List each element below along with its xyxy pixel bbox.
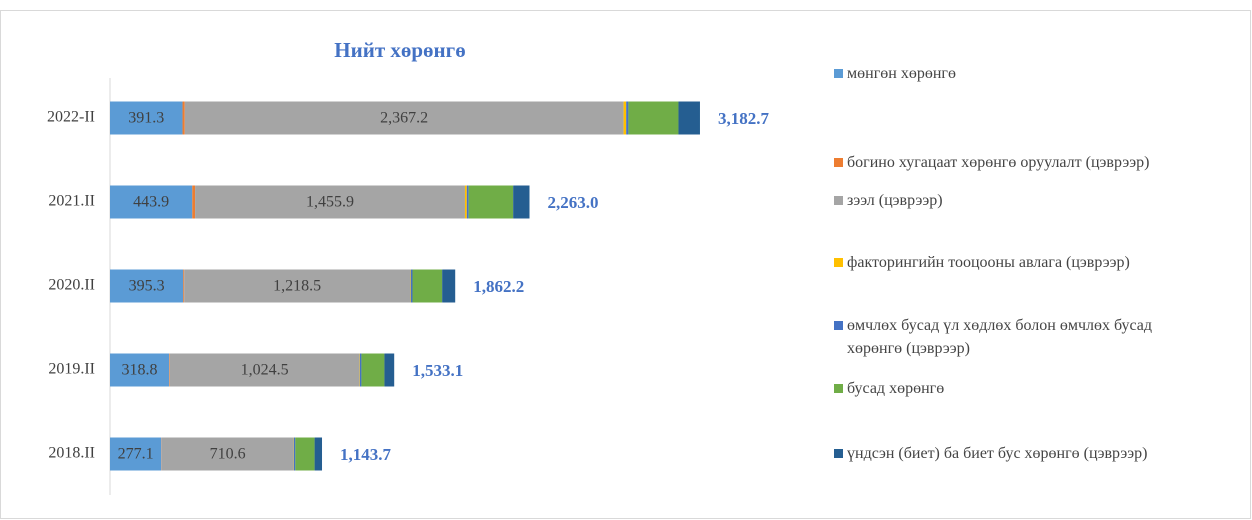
legend-item: мөнгөн хөрөнгө: [834, 62, 956, 85]
legend-label: мөнгөн хөрөнгө: [847, 65, 956, 82]
bar-segment: [110, 437, 162, 471]
bar-segment: [293, 437, 296, 471]
bar-segment: [384, 353, 395, 387]
bar-segment: [182, 101, 185, 135]
bar-segment: [169, 353, 170, 387]
data-label: 1,024.5: [241, 362, 289, 379]
bar-segment: [192, 185, 196, 219]
data-label: 1,455.9: [306, 194, 354, 211]
legend-label: богино хугацаат хөрөнгө оруулалт (цэврээ…: [847, 154, 1150, 171]
bar-segment: [184, 269, 411, 303]
bar-segment: [161, 437, 294, 471]
bar-segment: [110, 185, 193, 219]
y-tick-label: 2020.II: [48, 277, 95, 294]
legend-item: факторингийн тооцооны авлага (цэврээр): [834, 251, 1244, 274]
legend-swatch: [834, 384, 843, 393]
bar-segment: [513, 185, 530, 219]
legend-label: өмчлөх бусад үл хөдлөх болон өмчлөх буса…: [847, 317, 1153, 357]
y-tick-label: 2021.II: [48, 193, 95, 210]
legend-item: богино хугацаат хөрөнгө оруулалт (цэврээ…: [834, 151, 1154, 174]
bar-segment: [169, 353, 360, 387]
data-label: 710.6: [210, 446, 246, 463]
bar-segment: [110, 269, 184, 303]
legend-swatch: [834, 449, 843, 458]
legend-swatch: [834, 69, 843, 78]
bar-segment: [361, 353, 385, 387]
bar-segment: [628, 101, 679, 135]
data-label: 2,367.2: [380, 110, 428, 127]
total-label: 1,862.2: [473, 277, 524, 296]
bar-segment: [195, 185, 465, 219]
legend-label: бусад хөрөнгө: [847, 380, 945, 397]
bar-segment: [412, 269, 443, 303]
bar-segment: [626, 101, 629, 135]
data-label: 1,218.5: [273, 278, 321, 295]
total-label: 3,182.7: [718, 109, 770, 128]
total-label: 1,533.1: [412, 361, 463, 380]
legend-item: үндсэн (биет) ба биет бус хөрөнгө (цэврэ…: [834, 442, 1154, 465]
bar-segment: [466, 185, 469, 219]
bar-segment: [442, 269, 456, 303]
legend-label: зээл (цэврээр): [847, 192, 943, 209]
data-label: 277.1: [118, 446, 154, 463]
bar-segment: [314, 437, 323, 471]
bar-segment: [359, 353, 362, 387]
bar-segment: [410, 269, 413, 303]
data-label: 391.3: [128, 110, 164, 127]
bar-segment: [184, 101, 624, 135]
bar-segment: [183, 269, 185, 303]
legend-label: үндсэн (биет) ба биет бус хөрөнгө (цэврэ…: [847, 445, 1148, 462]
bar-segment: [110, 101, 183, 135]
y-tick-label: 2022-II: [47, 109, 95, 126]
bar-segment: [295, 437, 315, 471]
total-label: 1,143.7: [340, 445, 392, 464]
y-tick-label: 2018.II: [48, 445, 95, 462]
bar-segment: [468, 185, 514, 219]
frame: [0, 10, 1251, 519]
bar-segment: [464, 185, 467, 219]
legend-swatch: [834, 196, 843, 205]
legend-item: зээл (цэврээр): [834, 189, 943, 212]
y-tick-label: 2019.II: [48, 361, 95, 378]
legend-label: факторингийн тооцооны авлага (цэврээр): [847, 254, 1130, 271]
data-label: 443.9: [133, 194, 169, 211]
total-label: 2,263.0: [548, 193, 599, 212]
legend-swatch: [834, 321, 843, 330]
bar-segment: [623, 101, 627, 135]
bar-segment: [678, 101, 700, 135]
bar-segment: [410, 269, 411, 303]
data-label: 395.3: [129, 278, 165, 295]
legend-swatch: [834, 258, 843, 267]
bar-segment: [110, 353, 170, 387]
legend-item: өмчлөх бусад үл хөдлөх болон өмчлөх буса…: [834, 314, 1164, 360]
data-label: 318.8: [122, 362, 158, 379]
legend-item: бусад хөрөнгө: [834, 377, 944, 400]
chart-title: Нийт хөрөнгө: [334, 38, 465, 62]
legend-swatch: [834, 158, 843, 167]
